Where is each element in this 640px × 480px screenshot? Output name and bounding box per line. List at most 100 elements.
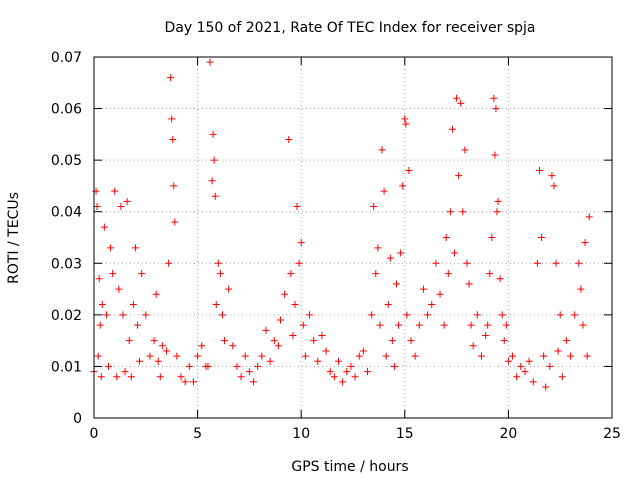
data-point <box>469 342 477 350</box>
data-point <box>554 347 562 355</box>
data-point <box>102 311 110 319</box>
x-tick-label: 20 <box>499 426 517 442</box>
data-point <box>355 352 363 360</box>
data-point <box>498 311 506 319</box>
data-point <box>517 362 525 370</box>
data-point <box>500 337 508 345</box>
data-point <box>562 337 570 345</box>
data-point <box>98 301 106 309</box>
data-point <box>575 259 583 267</box>
data-point <box>105 362 113 370</box>
data-points <box>90 58 593 391</box>
data-point <box>477 352 485 360</box>
data-point <box>538 234 546 241</box>
tick-labels: 0 5 10 15 20 25 0 0.01 0.02 0.03 0.04 0.05 0.06 0.07 <box>51 50 621 442</box>
data-point <box>181 378 189 386</box>
data-point <box>399 182 407 190</box>
data-point <box>185 362 193 370</box>
data-point <box>127 373 135 381</box>
data-point <box>351 373 359 381</box>
data-point <box>237 373 245 381</box>
data-point <box>266 357 274 365</box>
data-point <box>198 342 206 350</box>
data-point <box>521 368 529 376</box>
data-point <box>533 259 541 267</box>
data-point <box>293 203 301 211</box>
data-point <box>405 166 413 174</box>
y-tick-label: 0.04 <box>51 205 82 221</box>
data-point <box>380 187 388 195</box>
data-point <box>583 352 591 360</box>
data-point <box>401 115 409 123</box>
data-point <box>274 342 282 350</box>
data-point <box>502 321 510 329</box>
data-point <box>134 321 142 329</box>
data-point <box>94 352 102 360</box>
data-point <box>177 373 185 381</box>
data-point <box>558 373 566 381</box>
data-point <box>581 239 589 247</box>
data-point <box>382 352 390 360</box>
data-point <box>250 378 258 386</box>
data-point <box>486 270 494 278</box>
data-point <box>397 249 405 257</box>
data-point <box>165 259 173 267</box>
data-point <box>167 74 175 82</box>
data-point <box>150 337 158 345</box>
data-point <box>436 290 444 298</box>
data-point <box>442 234 450 241</box>
data-point <box>378 146 386 154</box>
data-point <box>297 239 305 247</box>
data-point <box>119 311 127 319</box>
y-tick-label: 0.06 <box>51 102 82 118</box>
data-point <box>123 197 131 205</box>
data-point <box>467 321 475 329</box>
data-point <box>446 208 454 216</box>
data-point <box>173 352 181 360</box>
data-point <box>289 331 297 339</box>
data-point <box>411 352 419 360</box>
data-point <box>339 378 347 386</box>
data-point <box>95 275 103 283</box>
data-point <box>364 368 372 376</box>
data-point <box>254 362 262 370</box>
data-point <box>571 311 579 319</box>
data-point <box>291 301 299 309</box>
data-point <box>171 218 179 226</box>
data-point <box>154 357 162 365</box>
data-point <box>214 259 222 267</box>
data-point <box>318 331 326 339</box>
data-point <box>403 311 411 319</box>
data-point <box>496 275 504 283</box>
data-point <box>233 362 241 370</box>
data-point <box>241 352 249 360</box>
data-point <box>170 182 178 190</box>
data-point <box>343 368 351 376</box>
data-point <box>491 151 499 159</box>
data-point <box>146 352 154 360</box>
data-point <box>221 337 229 345</box>
data-point <box>189 378 197 386</box>
data-point <box>529 378 537 386</box>
data-point <box>455 172 463 180</box>
data-point <box>262 326 270 334</box>
y-tick-label: 0 <box>73 411 82 427</box>
data-point <box>299 321 307 329</box>
data-point <box>490 94 498 102</box>
data-point <box>218 311 226 319</box>
data-point <box>546 362 554 370</box>
data-point <box>453 94 461 102</box>
data-point <box>556 311 564 319</box>
data-point <box>509 352 517 360</box>
data-point <box>152 290 160 298</box>
data-point <box>301 352 309 360</box>
data-point <box>212 301 220 309</box>
plot-frame <box>93 56 613 419</box>
x-axis-label: GPS time / hours <box>291 459 408 475</box>
data-point <box>451 249 459 257</box>
data-point <box>169 136 177 144</box>
data-point <box>125 337 133 345</box>
data-point <box>209 130 217 138</box>
data-point <box>211 192 219 200</box>
data-point <box>156 373 164 381</box>
